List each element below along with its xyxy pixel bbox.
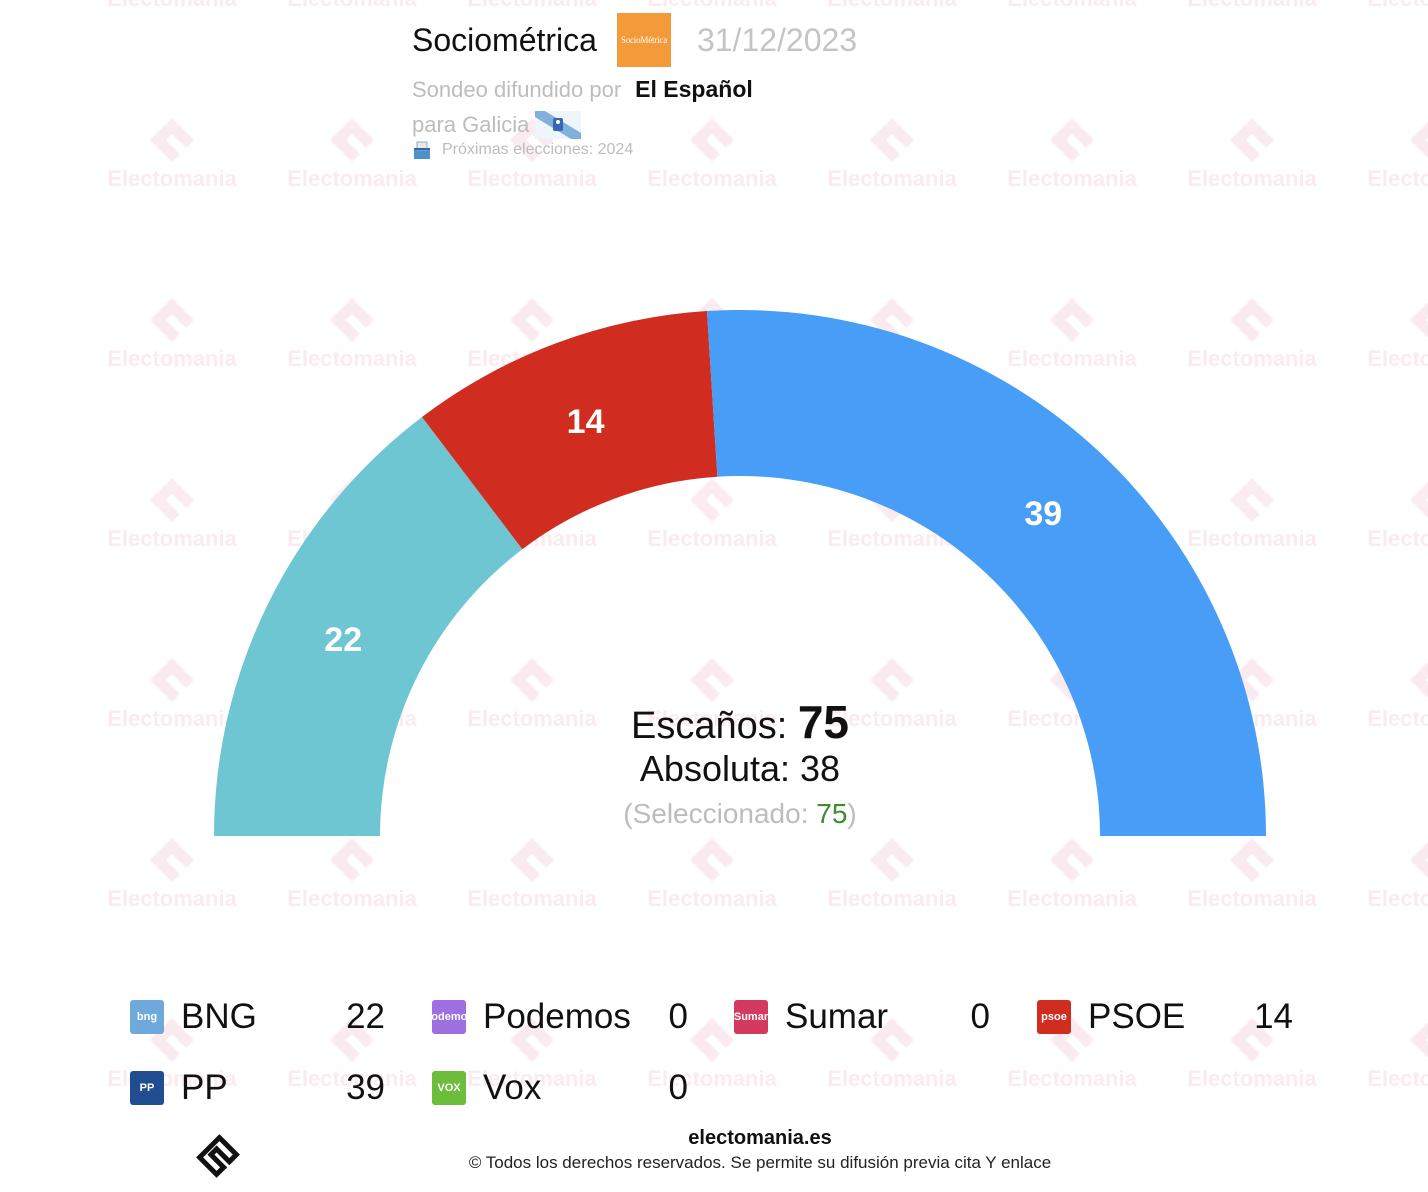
electomania-logo-icon (196, 1134, 240, 1178)
legend-party-name: Vox (483, 1068, 542, 1107)
legend-item-psoe[interactable]: psoe PSOE (1037, 995, 1185, 1039)
legend-item-pp[interactable]: PP PP (130, 1066, 228, 1110)
legend-item-vox[interactable]: VOX Vox (432, 1066, 541, 1110)
footer-site: electomania.es (688, 1127, 832, 1149)
galicia-flag-icon (535, 111, 582, 139)
pollster-name: Sociométrica (412, 21, 597, 58)
legend-party-seats: 22 (346, 997, 385, 1036)
region-label: para Galicia (412, 112, 530, 137)
legend-party-name: Podemos (483, 997, 631, 1036)
legend-party-name: PP (181, 1068, 228, 1107)
seats-total-line: Escaños: 75 (440, 695, 1040, 749)
podemos-logo-icon: podemos (425, 1000, 473, 1034)
bng-logo-icon: bng (130, 1000, 164, 1034)
selected-prefix: (Seleccionado: (623, 798, 817, 829)
selected-value: 75 (816, 798, 848, 829)
legend-item-podemos[interactable]: podemos Podemos (425, 995, 631, 1039)
pollster-logo-text: SocioMétrica (620, 35, 667, 45)
legend-party-seats: 14 (1254, 997, 1293, 1036)
seat-label-bng: 22 (324, 621, 362, 659)
legend-party-name: Sumar (785, 997, 889, 1036)
seats-label: Escaños: (630, 705, 788, 747)
psoe-logo-icon: psoe (1037, 1000, 1071, 1034)
published-by-label: Sondeo difundido por (412, 77, 622, 102)
footer-copyright: © Todos los derechos reservados. Se perm… (468, 1153, 1052, 1172)
legend-party-seats: 0 (970, 997, 990, 1036)
seats-total: 75 (797, 696, 850, 748)
selected-line: (Seleccionado: 75) (440, 798, 1040, 830)
legend-party-name: BNG (181, 997, 257, 1036)
seat-label-psoe: 14 (567, 403, 605, 441)
sumar-logo-icon: Sumar (734, 1000, 768, 1034)
legend-item-bng[interactable]: bng BNG (130, 995, 257, 1039)
legend-party-seats: 0 (668, 997, 688, 1036)
poll-header: Sociométrica SocioMétrica 31/12/2023 Son… (412, 10, 857, 159)
majority-line: Absoluta: 38 (639, 748, 841, 789)
legend-party-seats: 39 (346, 1068, 385, 1107)
legend-item-sumar[interactable]: Sumar Sumar (734, 995, 888, 1039)
poll-date: 31/12/2023 (696, 21, 858, 58)
seat-segment-bng[interactable] (214, 417, 523, 836)
seat-segment-pp[interactable] (706, 310, 1266, 836)
vox-logo-icon: VOX (432, 1071, 466, 1105)
selected-suffix: ) (847, 798, 857, 829)
ballot-box-icon (414, 141, 430, 159)
pp-logo-icon: PP (130, 1071, 164, 1105)
seat-segment-psoe[interactable] (421, 311, 718, 550)
legend-party-seats: 0 (668, 1068, 688, 1107)
next-elections: Próximas elecciones: 2024 (442, 141, 634, 158)
legend-party-name: PSOE (1088, 997, 1186, 1036)
media-name: El Español (635, 76, 753, 102)
pollster-logo: SocioMétrica (616, 13, 671, 67)
seat-label-pp: 39 (1024, 495, 1062, 533)
